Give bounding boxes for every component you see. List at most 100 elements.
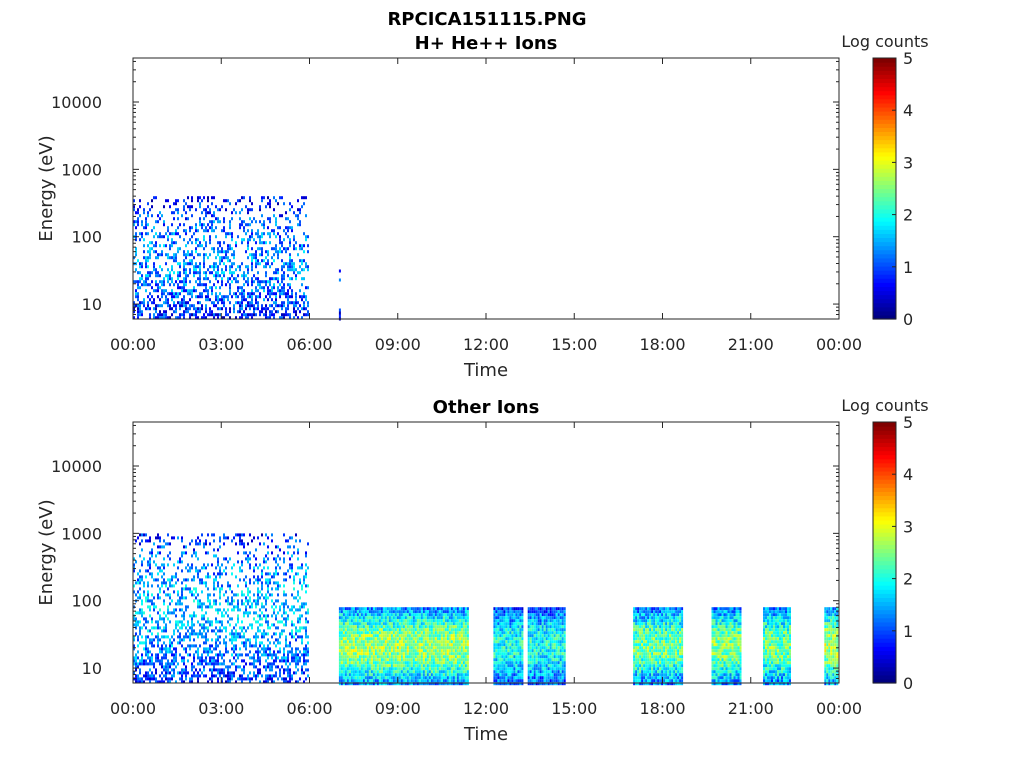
data-cell	[259, 283, 261, 287]
data-cell	[406, 628, 409, 632]
data-cell	[495, 646, 498, 650]
data-cell	[283, 316, 285, 320]
data-cell	[354, 679, 357, 683]
data-cell	[360, 619, 363, 623]
data-cell	[408, 646, 411, 650]
data-cell	[338, 634, 341, 638]
data-cell	[501, 649, 504, 653]
data-cell	[143, 557, 145, 561]
data-cell	[408, 619, 411, 623]
data-cell	[370, 619, 373, 623]
data-cell	[171, 674, 173, 678]
data-cell	[374, 634, 377, 638]
data-cell	[299, 295, 301, 299]
data-cell	[340, 643, 343, 647]
data-cell	[352, 652, 355, 656]
data-cell	[263, 298, 265, 302]
data-cell	[195, 316, 197, 320]
data-cell	[173, 653, 175, 657]
colorbar-swatch	[873, 164, 896, 169]
data-cell	[400, 655, 403, 659]
data-cell	[199, 292, 201, 296]
data-cell	[440, 634, 443, 638]
data-cell	[195, 271, 197, 275]
data-cell	[133, 310, 135, 314]
data-cell	[338, 649, 341, 653]
data-cell	[215, 602, 217, 606]
data-cell	[458, 652, 461, 656]
data-cell	[392, 631, 395, 635]
data-cell	[203, 223, 205, 227]
data-cell	[497, 616, 500, 620]
data-cell	[179, 271, 181, 275]
data-cell	[233, 271, 235, 275]
data-cell	[167, 608, 169, 612]
data-cell	[137, 623, 139, 627]
data-cell	[247, 283, 249, 287]
data-cell	[360, 622, 363, 626]
data-cell	[213, 647, 215, 651]
data-cell	[203, 256, 205, 260]
data-cell	[183, 298, 185, 302]
data-cell	[213, 247, 215, 251]
data-cell	[219, 650, 221, 654]
data-cell	[189, 647, 191, 651]
data-cell	[163, 656, 165, 660]
data-cell	[191, 626, 193, 630]
data-cell	[145, 653, 147, 657]
data-cell	[414, 682, 417, 686]
data-cell	[237, 551, 239, 555]
data-cell	[356, 622, 359, 626]
data-cell	[277, 641, 279, 645]
x-tick-label: 00:00	[110, 335, 156, 354]
data-cell	[209, 662, 211, 666]
data-cell	[434, 682, 437, 686]
data-cell	[348, 616, 351, 620]
data-cell	[354, 625, 357, 629]
data-cell	[380, 679, 383, 683]
data-cell	[165, 253, 167, 257]
data-cell	[356, 655, 359, 659]
data-cell	[458, 649, 461, 653]
data-cell	[388, 649, 391, 653]
data-cell	[211, 605, 213, 609]
data-cell	[213, 304, 215, 308]
data-cell	[177, 208, 179, 212]
data-cell	[151, 653, 153, 657]
data-cell	[227, 668, 229, 672]
data-cell	[366, 652, 369, 656]
data-cell	[366, 610, 369, 614]
data-cell	[396, 658, 399, 662]
data-cell	[412, 625, 415, 629]
data-cell	[273, 196, 275, 200]
data-cell	[283, 590, 285, 594]
data-cell	[179, 671, 181, 675]
data-cell	[187, 307, 189, 311]
panel-title: Other Ions	[433, 397, 540, 418]
data-cell	[267, 202, 269, 206]
data-cell	[157, 623, 159, 627]
data-cell	[283, 656, 285, 660]
data-cell	[229, 584, 231, 588]
data-cell	[493, 610, 496, 614]
data-cell	[410, 682, 413, 686]
data-cell	[442, 613, 445, 617]
data-cell	[390, 640, 393, 644]
data-cell	[225, 599, 227, 603]
data-cell	[418, 670, 421, 674]
data-cell	[233, 304, 235, 308]
data-cell	[145, 256, 147, 260]
data-cell	[402, 673, 405, 677]
data-cell	[352, 631, 355, 635]
data-cell	[263, 650, 265, 654]
data-cell	[161, 650, 163, 654]
data-cell	[215, 599, 217, 603]
data-cell	[217, 653, 219, 657]
data-cell	[338, 278, 341, 282]
data-cell	[187, 644, 189, 648]
data-cell	[253, 569, 255, 573]
data-cell	[410, 673, 413, 677]
data-cell	[283, 262, 285, 266]
data-cell	[348, 622, 351, 626]
